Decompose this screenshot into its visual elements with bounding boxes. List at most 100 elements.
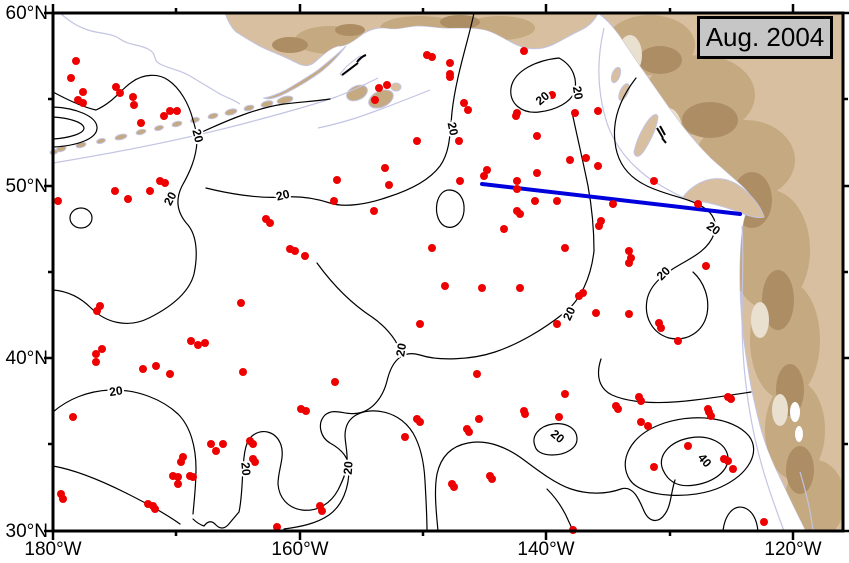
float-dot bbox=[401, 433, 409, 441]
float-dot bbox=[464, 106, 472, 114]
float-dot bbox=[173, 107, 181, 115]
float-dot bbox=[555, 413, 563, 421]
contour-label: 20 bbox=[654, 264, 674, 284]
float-dot bbox=[174, 473, 182, 481]
float-dot bbox=[59, 495, 67, 503]
float-dot bbox=[548, 91, 556, 99]
coastline-lines bbox=[52, 12, 814, 532]
aleutian-island bbox=[207, 112, 219, 120]
float-dot bbox=[160, 112, 168, 120]
float-dot bbox=[331, 378, 339, 386]
float-dot bbox=[644, 422, 652, 430]
shelf-baja bbox=[799, 471, 814, 532]
float-dot bbox=[111, 187, 119, 195]
contour-label: 20 bbox=[275, 187, 292, 204]
tiny-contour-mark bbox=[656, 125, 667, 144]
float-dot bbox=[512, 112, 520, 120]
float-dot bbox=[614, 405, 622, 413]
float-dot bbox=[566, 156, 574, 164]
float-dot bbox=[446, 59, 454, 67]
tiny-contour-marks bbox=[341, 54, 667, 144]
float-dot bbox=[129, 93, 137, 101]
float-dot bbox=[93, 307, 101, 315]
lat-label: 50°N bbox=[5, 176, 48, 197]
date-label: Aug. 2004 bbox=[705, 22, 825, 52]
float-dot bbox=[371, 96, 379, 104]
float-dot bbox=[724, 457, 732, 465]
float-dot bbox=[561, 244, 569, 252]
float-dot bbox=[161, 179, 169, 187]
float-dot bbox=[146, 187, 154, 195]
contour-lines bbox=[52, 12, 759, 532]
float-dot bbox=[500, 225, 508, 233]
float-dot bbox=[207, 440, 215, 448]
float-dot bbox=[416, 320, 424, 328]
float-dot bbox=[657, 324, 665, 332]
float-dot bbox=[301, 252, 309, 260]
terrain-texture bbox=[272, 15, 843, 531]
float-dot bbox=[330, 197, 338, 205]
aleutian-island bbox=[135, 128, 147, 136]
float-dot bbox=[79, 99, 87, 107]
float-dot bbox=[561, 390, 569, 398]
ship-track-line bbox=[480, 182, 742, 216]
float-dot bbox=[760, 518, 768, 526]
island-kodiak bbox=[346, 84, 368, 102]
float-dot bbox=[201, 339, 209, 347]
contour-label: 20 bbox=[570, 85, 586, 101]
contour-line-20 bbox=[52, 106, 98, 148]
contour-line-20 bbox=[192, 410, 428, 532]
island-fjord-1 bbox=[610, 66, 622, 84]
land-alaska-peninsula bbox=[262, 45, 347, 100]
landmasses bbox=[49, 12, 844, 532]
float-dot bbox=[92, 358, 100, 366]
float-dot bbox=[516, 210, 524, 218]
lat-label: 30°N bbox=[5, 521, 48, 542]
float-dot bbox=[54, 197, 62, 205]
float-dot bbox=[650, 463, 658, 471]
float-dot bbox=[381, 164, 389, 172]
contour-line-20 bbox=[283, 250, 595, 530]
contour-line-20 bbox=[546, 488, 574, 532]
map-frame bbox=[51, 11, 845, 533]
aleutian-island bbox=[243, 104, 255, 112]
float-dot bbox=[137, 119, 145, 127]
lon-label: 140°W bbox=[517, 539, 575, 560]
float-dot bbox=[69, 413, 77, 421]
float-dot bbox=[480, 172, 488, 180]
float-dot bbox=[460, 99, 468, 107]
float-dot bbox=[553, 320, 561, 328]
float-dot bbox=[187, 337, 195, 345]
contour-line-20 bbox=[435, 189, 465, 228]
float-dot bbox=[112, 83, 120, 91]
float-dot bbox=[456, 177, 464, 185]
contour-line-40 bbox=[660, 436, 729, 487]
float-dot bbox=[592, 309, 600, 317]
lon-label: 120°W bbox=[764, 539, 822, 560]
float-dot bbox=[67, 74, 75, 82]
float-dot bbox=[116, 89, 124, 97]
float-dot bbox=[684, 442, 692, 450]
contour-line-20 bbox=[722, 506, 759, 532]
float-dot bbox=[729, 465, 737, 473]
float-dot bbox=[450, 483, 458, 491]
contour-label: 20 bbox=[393, 342, 409, 358]
float-dot bbox=[273, 523, 281, 531]
float-dot bbox=[370, 207, 378, 215]
float-dot bbox=[194, 341, 202, 349]
contour-line-20 bbox=[52, 465, 181, 525]
float-dot bbox=[625, 310, 633, 318]
shelf-west-coast bbox=[741, 225, 785, 532]
float-dot bbox=[521, 410, 529, 418]
contour-label: 40 bbox=[695, 451, 715, 470]
float-dot bbox=[533, 169, 541, 177]
float-dot bbox=[488, 475, 496, 483]
float-dot bbox=[625, 259, 633, 267]
float-dot bbox=[72, 57, 80, 65]
shelf-aleutian bbox=[52, 77, 379, 164]
float-dot bbox=[531, 197, 539, 205]
contour-label: 20 bbox=[548, 427, 567, 447]
float-dot bbox=[333, 176, 341, 184]
contour-line-20 bbox=[624, 417, 755, 496]
